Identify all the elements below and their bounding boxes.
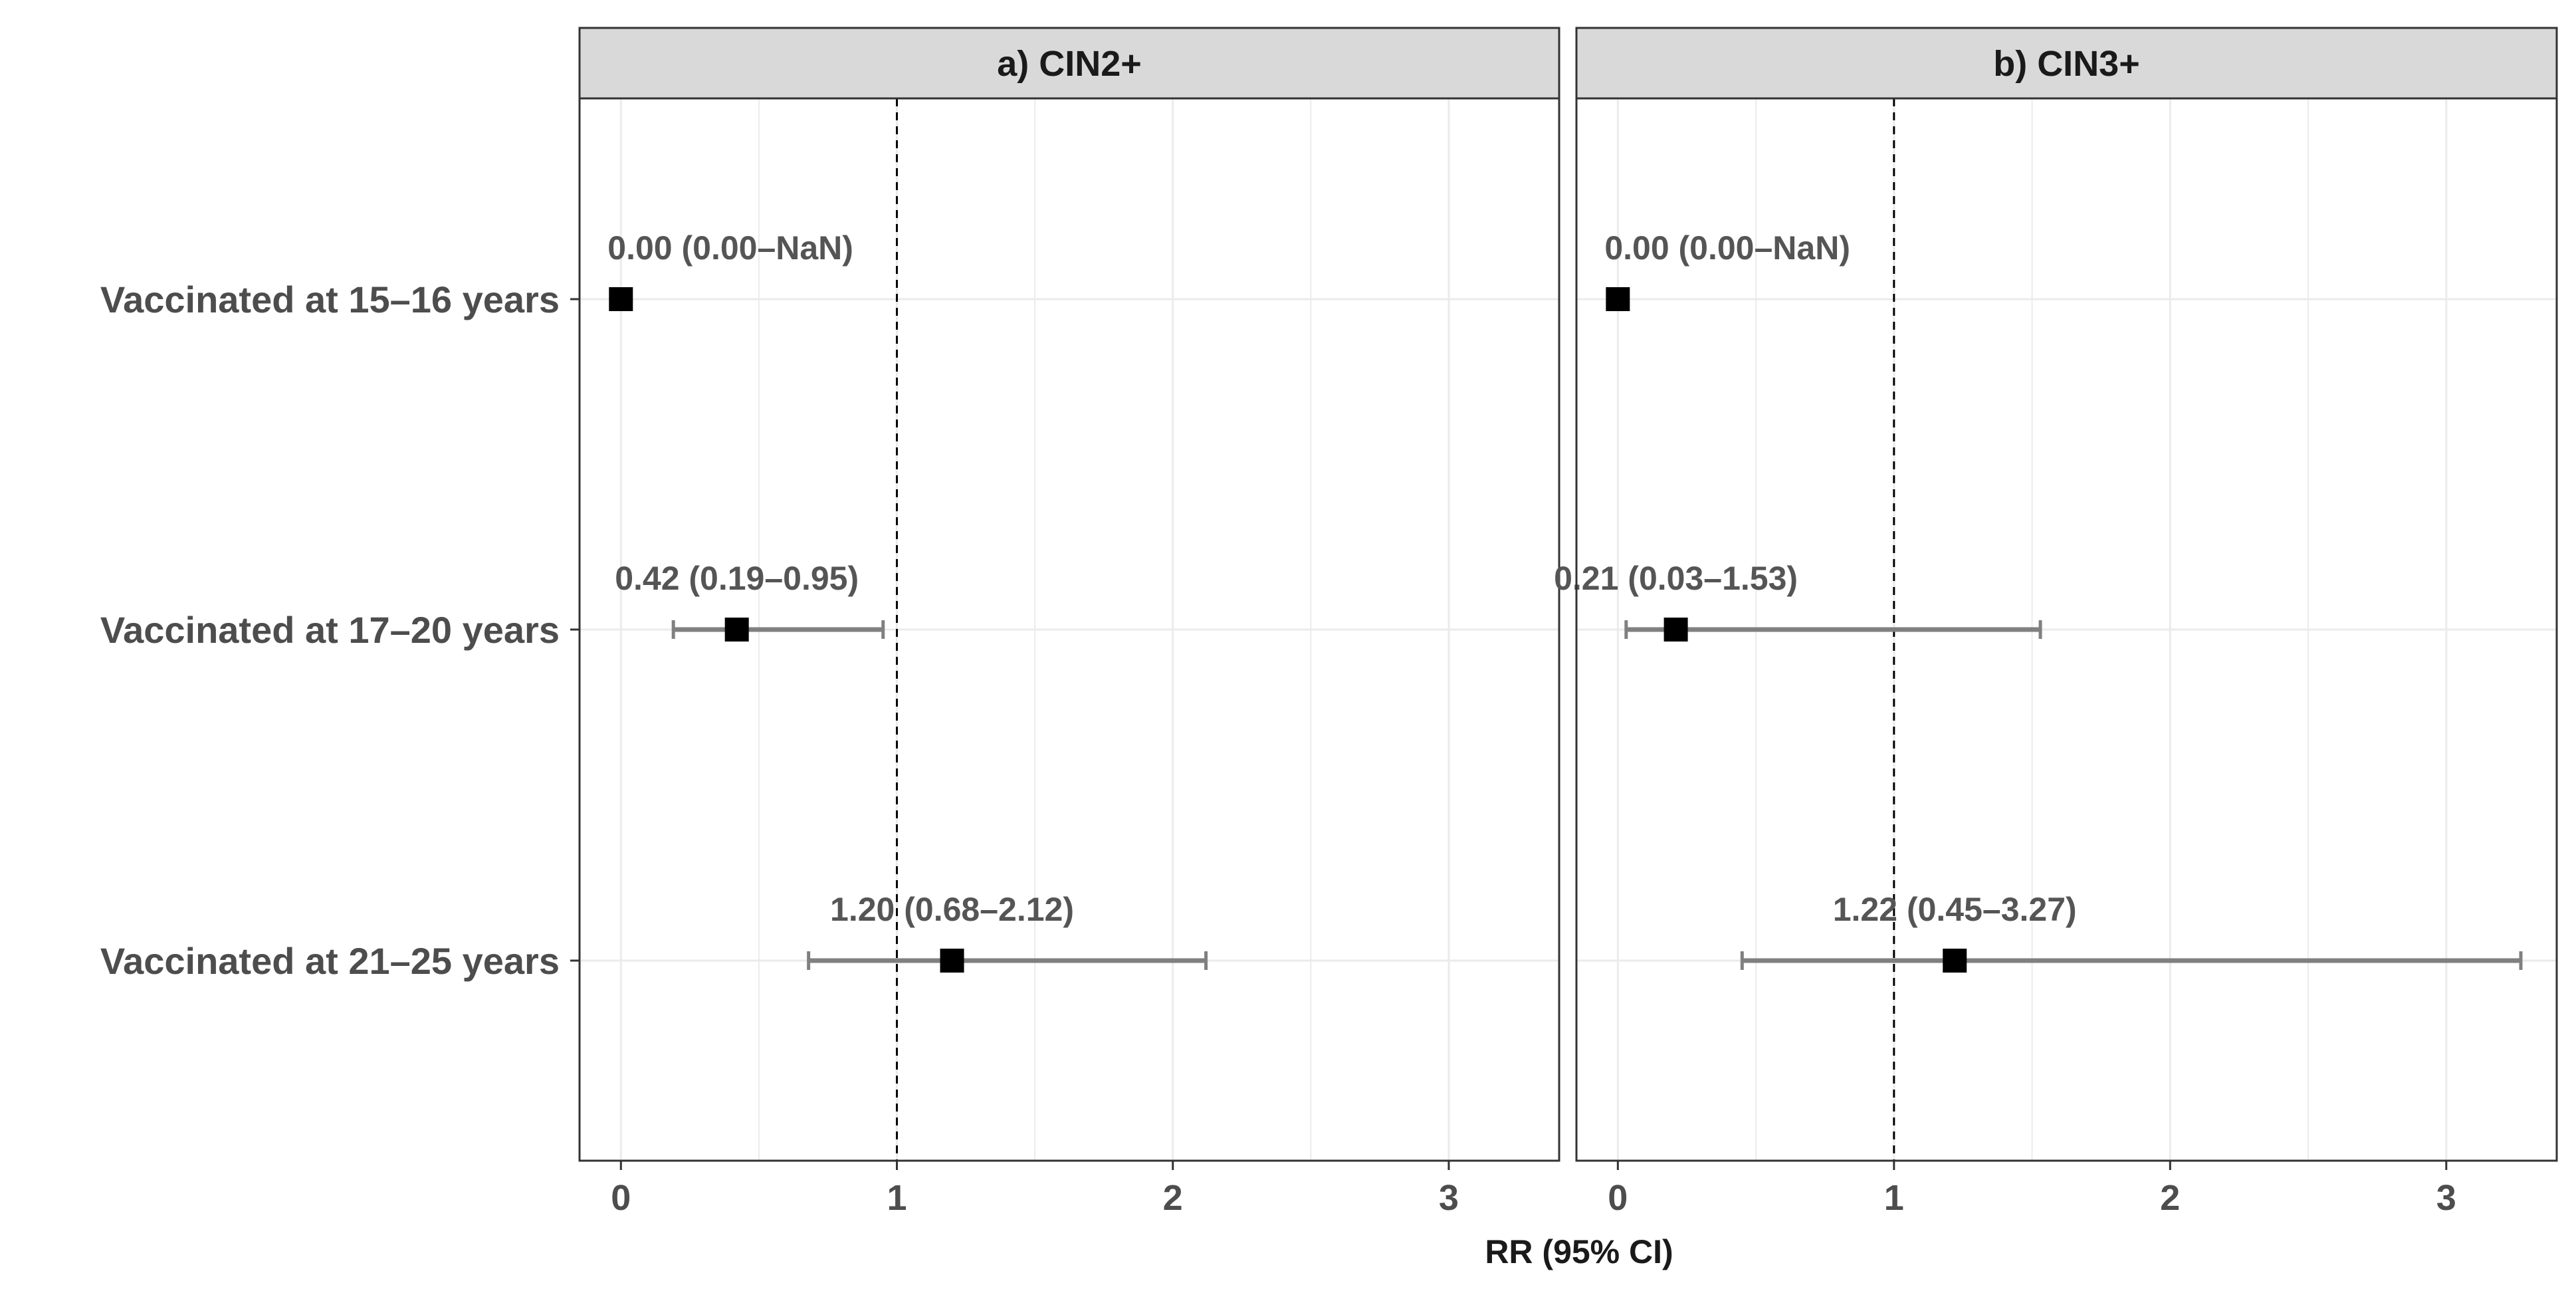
- confidence-interval: [671, 620, 885, 639]
- estimate-label: 0.00 (0.00–NaN): [607, 229, 853, 267]
- x-tick-label: 3: [2436, 1178, 2456, 1218]
- estimate-label: 0.42 (0.19–0.95): [615, 560, 859, 597]
- estimate-label: 0.00 (0.00–NaN): [1604, 229, 1850, 267]
- confidence-interval: [1624, 620, 2042, 639]
- row-labels: Vaccinated at 15–16 years Vaccinated at 1…: [100, 279, 560, 982]
- point-estimate: [724, 618, 749, 642]
- x-tick-label: 0: [1608, 1178, 1628, 1218]
- x-tick-label: 1: [1884, 1178, 1904, 1218]
- confidence-interval: [807, 951, 1208, 970]
- x-tick-label: 2: [2160, 1178, 2180, 1218]
- x-axis-title: RR (95% CI): [1485, 1233, 1673, 1270]
- point-estimate: [1606, 287, 1630, 311]
- row-label: Vaccinated at 15–16 years: [100, 279, 560, 320]
- point-estimate: [1664, 618, 1688, 642]
- point-estimate: [940, 949, 964, 973]
- point-estimate: [1943, 949, 1967, 973]
- panels: a) CIN2+ 0.00 (0.00–NaN) 0.42 (0.19–0.95) 1…: [570, 27, 2558, 1218]
- panel-b: b) CIN3+ 0.00 (0.00–NaN) 0.21 (0.03–1.53) 1…: [1554, 27, 2558, 1218]
- x-tick-label: 0: [611, 1178, 631, 1218]
- panel-strip: [578, 27, 1560, 100]
- panel-border: [1575, 97, 2558, 1162]
- x-tick-label: 3: [1439, 1178, 1459, 1218]
- row-label: Vaccinated at 21–25 years: [100, 940, 560, 982]
- panel-a: a) CIN2+ 0.00 (0.00–NaN) 0.42 (0.19–0.95) 1…: [570, 27, 1560, 1218]
- estimate-label: 1.22 (0.45–3.27): [1833, 891, 2077, 928]
- estimate-label: 1.20 (0.68–2.12): [830, 891, 1074, 928]
- gridlines: [1576, 98, 2557, 1161]
- x-tick-label: 2: [1163, 1178, 1183, 1218]
- confidence-interval: [1740, 951, 2523, 970]
- panel-title: b) CIN3+: [1993, 44, 2140, 84]
- panel-title: a) CIN2+: [997, 44, 1142, 84]
- point-estimate: [609, 287, 633, 311]
- estimate-label: 0.21 (0.03–1.53): [1554, 560, 1798, 597]
- x-tick-label: 1: [887, 1178, 907, 1218]
- row-label: Vaccinated at 17–20 years: [100, 609, 560, 651]
